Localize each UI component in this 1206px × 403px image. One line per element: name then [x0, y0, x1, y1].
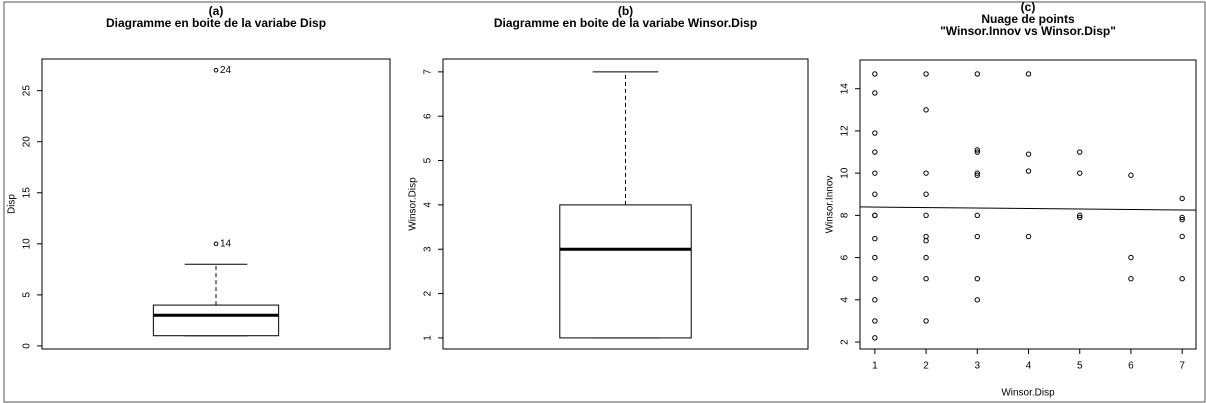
- plot-frame: [442, 58, 809, 350]
- point: [872, 318, 878, 324]
- x-tick-label: 2: [923, 361, 929, 372]
- y-tick-label: 5: [423, 157, 434, 163]
- point: [1077, 212, 1083, 219]
- point: [1179, 233, 1185, 240]
- point: [974, 233, 980, 240]
- y-tick-label: 3: [423, 246, 434, 252]
- figure-frame: [3, 1, 1206, 403]
- point: [974, 172, 980, 178]
- y-tick-label: 5: [22, 292, 33, 298]
- point: [1179, 276, 1185, 282]
- trend-line: [859, 206, 1197, 211]
- point: [923, 238, 929, 244]
- y-tick-label: 14: [840, 83, 851, 95]
- point: [1025, 151, 1032, 157]
- panel-label: (a): [209, 4, 224, 18]
- outlier: [213, 67, 219, 73]
- point: [1025, 233, 1032, 240]
- x-tick-label: 1: [872, 361, 878, 372]
- outlier-label: 24: [220, 65, 232, 76]
- y-tick-label: 6: [423, 113, 434, 119]
- chart-title: Diagramme en boite de la variabe Winsor.…: [494, 16, 757, 30]
- y-tick-label: 10: [840, 167, 851, 179]
- x-tick-label: 7: [1179, 361, 1185, 372]
- point: [923, 170, 929, 176]
- plot-frame: [41, 58, 391, 350]
- point: [1077, 149, 1083, 155]
- y-tick-label: 2: [840, 339, 851, 345]
- point: [1128, 172, 1134, 178]
- y-axis-label: Winsor.Disp: [408, 177, 419, 231]
- point: [974, 170, 980, 176]
- point: [923, 254, 929, 261]
- point: [872, 149, 878, 155]
- point: [1128, 254, 1134, 261]
- box: [152, 304, 280, 337]
- point: [974, 71, 980, 77]
- y-tick-label: 4: [423, 202, 434, 208]
- point: [1025, 71, 1032, 77]
- y-tick-label: 6: [840, 254, 851, 260]
- outlier: [213, 241, 219, 247]
- point: [923, 212, 929, 219]
- point: [923, 318, 929, 324]
- y-tick-label: 4: [840, 297, 851, 303]
- point: [1179, 195, 1185, 202]
- point: [923, 191, 929, 197]
- point: [923, 71, 929, 77]
- point: [872, 170, 878, 176]
- point: [974, 297, 980, 303]
- point: [872, 335, 878, 341]
- point: [872, 212, 878, 219]
- point: [872, 191, 878, 197]
- y-axis-label: Winsor.Innov: [825, 176, 836, 234]
- y-tick-label: 20: [22, 136, 33, 148]
- plot-frame: [859, 59, 1197, 350]
- y-tick-label: 0: [22, 343, 33, 349]
- point: [1077, 214, 1083, 221]
- chart-subtitle: "Winsor.Innov vs Winsor.Disp": [940, 24, 1116, 38]
- y-tick-label: 8: [840, 212, 851, 218]
- y-tick-label: 25: [22, 85, 33, 97]
- point: [974, 212, 980, 219]
- chart-title: Diagramme en boite de la variabe Disp: [106, 16, 326, 30]
- y-tick-label: 12: [840, 125, 851, 137]
- x-tick-label: 6: [1128, 361, 1134, 372]
- y-axis-label: Disp: [7, 194, 18, 214]
- point: [872, 71, 878, 77]
- x-tick-label: 3: [975, 361, 981, 372]
- y-tick-label: 2: [423, 290, 434, 296]
- x-axis-label: Winsor.Disp: [1001, 388, 1055, 399]
- point: [923, 276, 929, 282]
- point: [923, 107, 929, 113]
- point: [872, 276, 878, 282]
- y-tick-label: 10: [22, 238, 33, 250]
- point: [872, 90, 878, 96]
- point: [872, 254, 878, 261]
- chart-title: Nuage de points: [981, 12, 1075, 26]
- x-tick-label: 4: [1026, 361, 1032, 372]
- point: [872, 297, 878, 303]
- x-tick-label: 5: [1077, 361, 1083, 372]
- point: [974, 276, 980, 282]
- point: [872, 235, 878, 242]
- y-tick-label: 7: [423, 69, 434, 75]
- point: [1179, 216, 1185, 223]
- point: [974, 147, 980, 153]
- point: [974, 149, 980, 155]
- panel-label: (b): [618, 4, 633, 18]
- point: [872, 130, 878, 136]
- box: [559, 204, 692, 339]
- y-tick-label: 1: [423, 335, 434, 341]
- y-tick-label: 15: [22, 187, 33, 199]
- panel-label: (c): [1021, 0, 1036, 14]
- point: [1128, 276, 1134, 282]
- outlier-label: 14: [220, 238, 232, 249]
- point: [1025, 168, 1032, 174]
- point: [1077, 170, 1083, 176]
- point: [1179, 214, 1185, 221]
